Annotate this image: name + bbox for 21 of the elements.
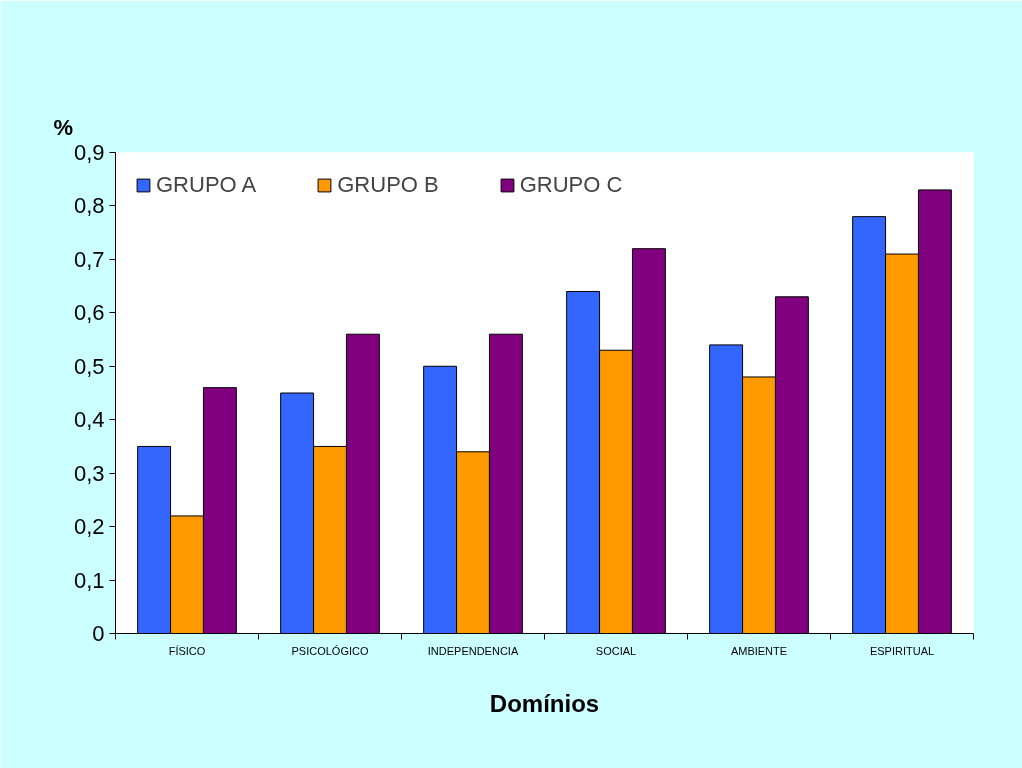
y-tick-label: 0,2 (73, 514, 105, 540)
x-tick-label: PSICOLÓGICO (291, 644, 369, 657)
x-tick-label: ESPIRITUAL (869, 644, 935, 657)
y-tick-label: 0,9 (73, 140, 105, 165)
legend-label: GRUPO B (337, 172, 439, 198)
x-tick-label: INDEPENDENCIA (427, 644, 519, 657)
y-tick-label: 0,6 (73, 300, 105, 326)
x-tick-label: SOCIAL (595, 644, 637, 657)
y-tick-label: 0,3 (73, 460, 105, 486)
y-tick-label: 0,5 (73, 353, 105, 379)
y-tick-label: 0,4 (73, 407, 105, 433)
x-tick-label: AMBIENTE (730, 644, 788, 657)
legend-label: GRUPO A (156, 172, 257, 198)
y-axis-title: % (53, 115, 74, 140)
y-tick-label: 0 (92, 621, 105, 646)
y-tick-label: 0,8 (73, 193, 105, 219)
legend-label: GRUPO C (519, 172, 623, 198)
y-tick-label: 0,7 (73, 246, 105, 272)
y-tick-label: 0,1 (73, 567, 105, 593)
x-axis-title: Domínios (489, 689, 600, 717)
x-tick-label: FÍSICO (168, 644, 206, 657)
